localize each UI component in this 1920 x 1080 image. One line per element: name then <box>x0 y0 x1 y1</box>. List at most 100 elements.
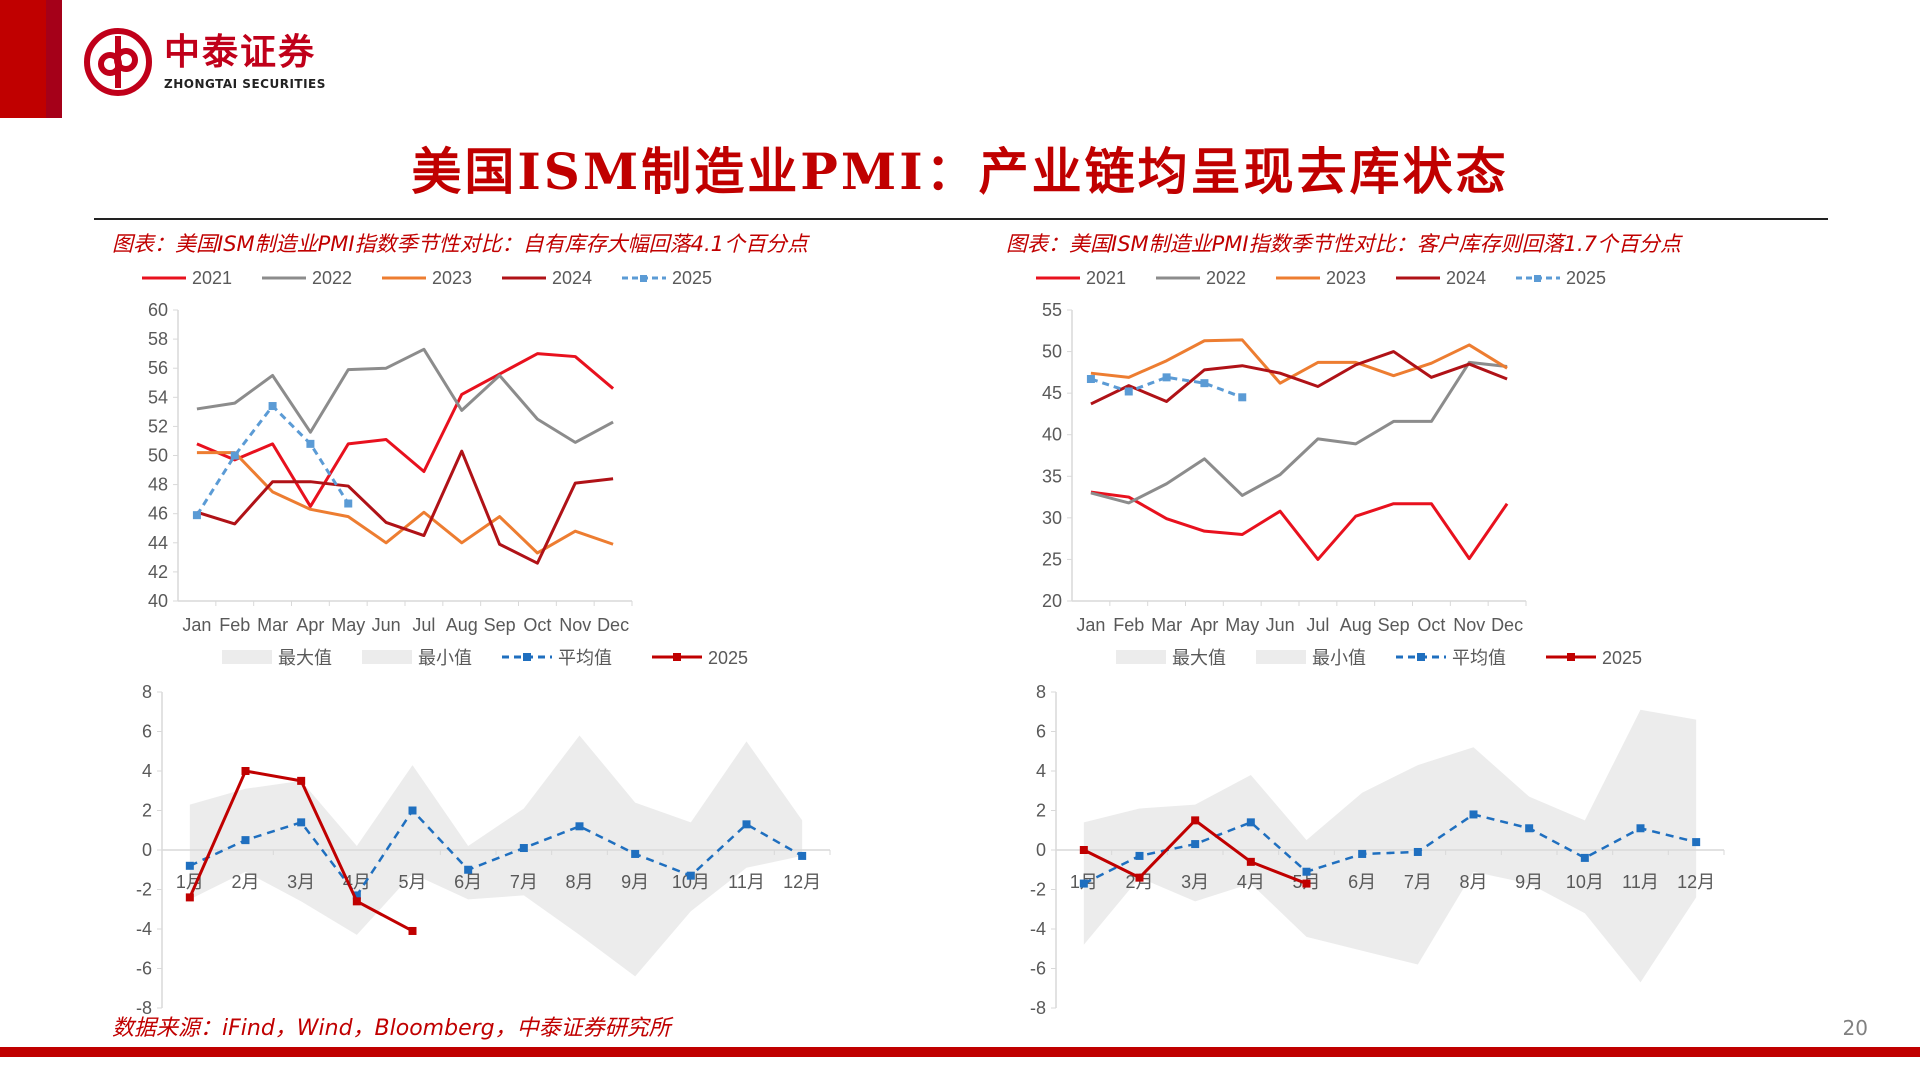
y-tick-label: 30 <box>1042 508 1062 528</box>
x-tick-label: Aug <box>1340 615 1372 635</box>
x-tick-label: 7月 <box>510 872 538 892</box>
series-point-average <box>1191 840 1200 849</box>
legend-item-2022: 2022 <box>1156 268 1246 288</box>
y-tick-label: 8 <box>142 682 152 702</box>
x-tick-label: Oct <box>1417 615 1445 635</box>
y-tick-label: 54 <box>148 387 168 407</box>
title-divider <box>94 218 1828 220</box>
x-tick-label: Mar <box>257 615 288 635</box>
range-band-area <box>189 735 803 977</box>
series-point-2025 <box>1124 387 1133 396</box>
series-point-average <box>297 818 306 827</box>
series-point-average <box>1135 851 1144 860</box>
x-tick-label: Aug <box>446 615 478 635</box>
legend-label-最大值: 最大值 <box>1172 648 1226 668</box>
series-point-average <box>1580 853 1589 862</box>
legend-label-2024: 2024 <box>1446 268 1486 288</box>
y-tick-label: -8 <box>1030 998 1046 1018</box>
x-tick-label: 10月 <box>1566 872 1604 892</box>
y-tick-label: -8 <box>136 998 152 1018</box>
y-tick-label: -2 <box>1030 880 1046 900</box>
y-tick-label: 40 <box>1042 425 1062 445</box>
x-tick-label: May <box>1225 615 1259 635</box>
legend-item-2025: 2025 <box>1546 648 1642 668</box>
series-point-average <box>631 849 640 858</box>
legend-item-2025: 2025 <box>652 648 748 668</box>
series-point-average <box>575 822 584 831</box>
series-point-2025 <box>306 439 315 448</box>
x-tick-label: 8月 <box>565 872 593 892</box>
legend-item-2024: 2024 <box>1396 268 1486 288</box>
y-tick-label: 8 <box>1036 682 1046 702</box>
series-line-2024 <box>1090 350 1508 406</box>
x-tick-label: May <box>331 615 365 635</box>
series-point-2025 <box>1079 846 1088 854</box>
legend-item-2025: 2025 <box>622 268 712 288</box>
legend-marker-2025 <box>1567 653 1575 661</box>
legend-label-2022: 2022 <box>1206 268 1246 288</box>
y-tick-label: 0 <box>142 840 152 860</box>
series-point-average <box>1636 824 1645 833</box>
x-tick-label: 11月 <box>728 872 765 892</box>
own-inventory-seasonal-chart: 2021 2022 2023 2024 2025 40 42 44 46 48 50 52 54 56 58… <box>142 268 712 635</box>
legend-label-最小值: 最小值 <box>418 648 472 668</box>
series-point-average <box>1413 847 1422 856</box>
series-point-average <box>185 861 194 870</box>
x-tick-label: 5月 <box>398 872 426 892</box>
page-title: 美国ISM制造业PMI：产业链均呈现去库状态 <box>411 142 1509 201</box>
legend-marker-2025 <box>640 275 647 282</box>
x-tick-label: 2月 <box>231 872 259 892</box>
legend-item-最小值: 最小值 <box>1256 648 1366 668</box>
y-tick-label: 50 <box>1042 342 1062 362</box>
x-tick-label: 3月 <box>1181 872 1209 892</box>
legend-item-平均值: 平均值 <box>1396 648 1506 668</box>
company-name-en: ZHONGTAI SECURITIES <box>164 77 326 91</box>
y-tick-label: 48 <box>148 475 168 495</box>
legend-label-平均值: 平均值 <box>1452 648 1506 668</box>
legend-label-2023: 2023 <box>1326 268 1366 288</box>
y-tick-label: 58 <box>148 329 168 349</box>
x-tick-label: Jun <box>1266 615 1295 635</box>
x-tick-label: 11月 <box>1622 872 1659 892</box>
left-chart-caption: 图表：美国ISM制造业PMI指数季节性对比：自有库存大幅回落4.1个百分点 <box>112 232 809 256</box>
y-tick-label: 40 <box>148 591 168 611</box>
y-tick-label: -6 <box>1030 959 1046 979</box>
legend-marker-平均值 <box>523 653 531 661</box>
series-point-2025 <box>1135 873 1144 882</box>
corner-accent-bar <box>0 0 62 118</box>
series-line-2025 <box>195 404 350 516</box>
x-tick-label: 12月 <box>1677 872 1715 892</box>
y-tick-label: 20 <box>1042 591 1062 611</box>
y-tick-label: 50 <box>148 446 168 466</box>
x-tick-label: Apr <box>1190 615 1218 635</box>
series-line-2021 <box>1090 490 1509 561</box>
y-tick-label: 2 <box>142 801 152 821</box>
x-tick-label: Dec <box>1491 615 1523 635</box>
legend-swatch-最大值 <box>1116 650 1166 664</box>
series-point-average <box>241 836 250 845</box>
legend-item-最大值: 最大值 <box>222 648 332 668</box>
legend-label-2025: 2025 <box>708 648 748 668</box>
x-tick-label: Sep <box>484 615 516 635</box>
right-chart-caption: 图表：美国ISM制造业PMI指数季节性对比：客户库存则回落1.7个百分点 <box>1006 232 1682 256</box>
page-number: 20 <box>1842 1016 1868 1040</box>
legend-swatch-最小值 <box>1256 650 1306 664</box>
company-logo: 中泰证券 ZHONGTAI SECURITIES <box>82 26 326 98</box>
legend-item-最大值: 最大值 <box>1116 648 1226 668</box>
series-point-2025 <box>1162 373 1171 382</box>
legend-label-最大值: 最大值 <box>278 648 332 668</box>
y-tick-label: 4 <box>1036 761 1046 781</box>
y-tick-label: 44 <box>148 533 168 553</box>
series-point-2025 <box>185 893 194 902</box>
series-line-2022 <box>1090 360 1508 505</box>
x-tick-label: 2月 <box>1125 872 1153 892</box>
y-tick-label: 0 <box>1036 840 1046 860</box>
legend-item-2023: 2023 <box>1276 268 1366 288</box>
legend-label-平均值: 平均值 <box>558 648 612 668</box>
x-tick-label: 1月 <box>176 872 204 892</box>
legend-item-2025: 2025 <box>1516 268 1606 288</box>
series-point-average <box>352 891 361 900</box>
series-line-average <box>1083 813 1697 885</box>
